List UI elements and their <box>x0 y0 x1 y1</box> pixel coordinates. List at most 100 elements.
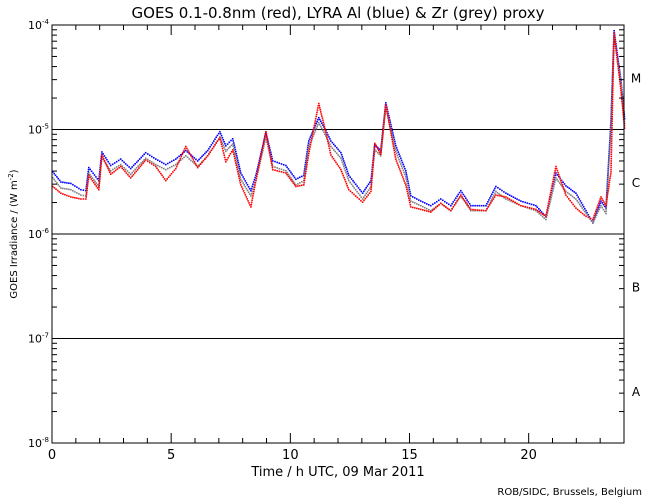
data-point <box>208 147 210 150</box>
data-point <box>299 176 301 179</box>
data-point <box>85 191 88 194</box>
data-point <box>616 61 619 63</box>
data-point <box>535 208 537 211</box>
data-point <box>143 159 145 161</box>
data-point <box>86 185 89 187</box>
data-point <box>610 144 613 147</box>
data-point <box>611 116 613 118</box>
data-point <box>615 47 617 50</box>
data-point <box>487 206 490 208</box>
data-point <box>234 157 236 160</box>
data-point <box>211 147 214 150</box>
plot-marks <box>52 30 626 339</box>
data-point <box>191 155 194 158</box>
data-point <box>209 151 211 153</box>
data-point <box>235 153 238 155</box>
data-point <box>489 197 491 199</box>
data-point <box>315 113 318 116</box>
data-point <box>183 149 185 152</box>
data-point <box>241 174 243 176</box>
data-point <box>607 172 609 174</box>
data-point <box>98 181 101 183</box>
data-point <box>491 200 493 202</box>
data-point <box>236 163 239 165</box>
data-point <box>263 143 266 145</box>
data-point <box>605 199 608 202</box>
data-point <box>239 179 241 182</box>
data-point <box>99 173 101 176</box>
data-point <box>458 191 461 194</box>
data-point <box>404 182 406 184</box>
data-point <box>409 192 412 195</box>
data-point <box>381 138 384 140</box>
data-point <box>611 113 614 116</box>
data-point <box>100 156 103 158</box>
data-point <box>372 166 374 169</box>
data-point <box>243 178 245 180</box>
data-point <box>408 191 410 193</box>
data-point <box>86 183 89 185</box>
data-point <box>180 159 182 161</box>
data-point <box>321 122 323 125</box>
data-point <box>611 124 613 127</box>
data-point <box>390 123 392 126</box>
data-point <box>68 182 70 184</box>
y-tick-label: 10-7 <box>28 332 49 346</box>
data-point <box>243 184 245 186</box>
data-point <box>548 203 551 205</box>
data-point <box>393 141 395 144</box>
data-point <box>276 161 278 164</box>
data-point <box>472 208 474 211</box>
data-point <box>406 188 408 191</box>
data-point <box>239 174 241 176</box>
data-point <box>599 198 601 200</box>
data-point <box>123 161 125 164</box>
data-point <box>621 105 624 107</box>
data-point <box>382 132 384 134</box>
data-point <box>237 167 240 169</box>
data-point <box>470 204 472 207</box>
data-point <box>614 45 617 48</box>
data-point <box>264 136 266 138</box>
data-point <box>503 191 505 193</box>
data-point <box>405 170 407 172</box>
data-point <box>180 155 182 158</box>
data-point <box>550 187 553 189</box>
data-point <box>60 192 62 194</box>
data-point <box>394 146 396 148</box>
data-point <box>607 190 609 192</box>
data-point <box>307 146 309 149</box>
data-point <box>149 160 151 162</box>
data-point <box>375 145 378 147</box>
data-point <box>390 134 393 137</box>
data-point <box>390 132 392 134</box>
data-point <box>91 177 94 179</box>
data-point <box>86 175 89 177</box>
data-point <box>418 199 420 201</box>
data-point <box>389 121 392 123</box>
data-point <box>147 158 149 161</box>
data-point <box>442 199 444 202</box>
data-point <box>549 199 552 201</box>
data-point <box>561 184 564 186</box>
data-point <box>349 190 352 193</box>
data-point <box>436 200 438 203</box>
data-point <box>243 192 246 194</box>
data-point <box>608 162 610 164</box>
data-point <box>64 193 66 196</box>
data-point <box>342 158 344 160</box>
data-point <box>205 156 208 159</box>
data-point <box>493 196 496 198</box>
data-point <box>503 195 505 198</box>
data-point <box>461 191 463 194</box>
data-point <box>107 167 109 170</box>
data-point <box>163 167 165 170</box>
data-point <box>436 205 439 208</box>
data-point <box>270 161 273 163</box>
data-point <box>611 120 613 122</box>
data-point <box>240 184 242 186</box>
data-point <box>348 174 350 177</box>
data-point <box>147 153 149 155</box>
data-point <box>99 167 102 169</box>
data-point <box>220 141 222 143</box>
